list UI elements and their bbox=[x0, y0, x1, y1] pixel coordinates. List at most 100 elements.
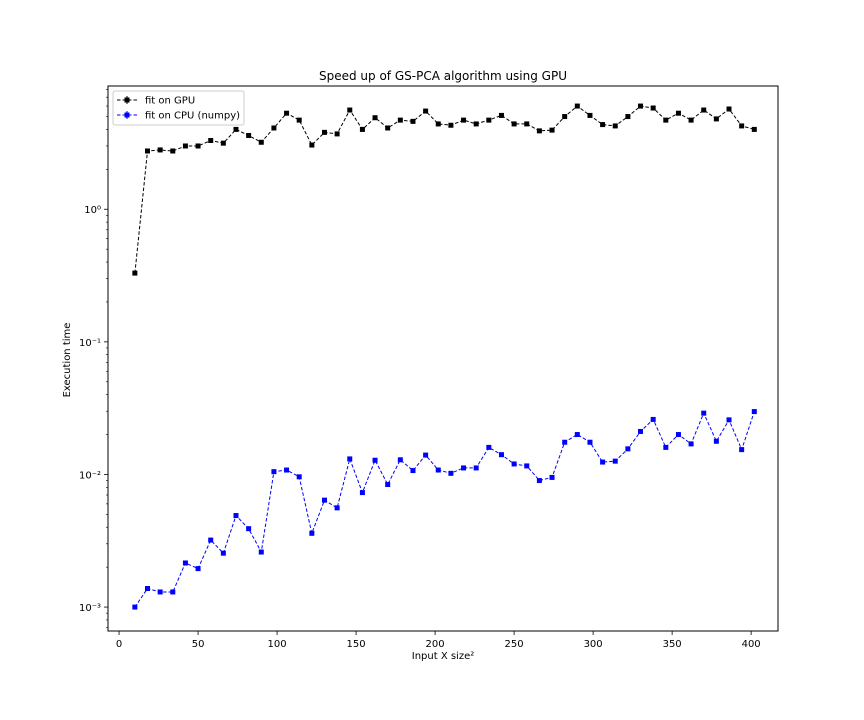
data-point bbox=[663, 444, 669, 450]
data-point bbox=[688, 117, 694, 123]
data-point bbox=[372, 115, 378, 121]
x-tick-label: 0 bbox=[116, 639, 122, 650]
data-point bbox=[726, 417, 732, 423]
data-point bbox=[233, 513, 239, 519]
data-point bbox=[182, 143, 188, 149]
y-tick-label: 10⁰ bbox=[84, 205, 101, 216]
data-point bbox=[233, 126, 239, 132]
data-point bbox=[258, 549, 264, 555]
data-point bbox=[284, 467, 290, 473]
data-point bbox=[498, 452, 504, 458]
data-point bbox=[739, 447, 745, 453]
x-tick-label: 50 bbox=[192, 639, 205, 650]
data-point bbox=[208, 137, 214, 143]
data-point bbox=[423, 108, 429, 114]
data-point bbox=[157, 589, 163, 595]
data-point bbox=[713, 438, 719, 444]
data-point bbox=[145, 586, 151, 592]
data-point bbox=[271, 125, 277, 131]
data-point bbox=[435, 467, 441, 473]
data-point bbox=[359, 126, 365, 132]
data-point bbox=[612, 458, 618, 464]
y-axis: 10⁻³ 10⁻² 10⁻¹ 10⁰ bbox=[79, 89, 108, 628]
x-tick-label: 250 bbox=[505, 639, 524, 650]
data-point bbox=[751, 126, 757, 132]
data-point bbox=[410, 118, 416, 124]
data-point bbox=[309, 142, 315, 148]
x-tick-label: 400 bbox=[742, 639, 761, 650]
y-tick-label: 10⁻¹ bbox=[79, 338, 101, 349]
data-point bbox=[713, 116, 719, 122]
x-tick-label: 350 bbox=[663, 639, 682, 650]
data-point bbox=[372, 457, 378, 463]
data-point bbox=[638, 103, 644, 109]
data-point bbox=[524, 463, 530, 469]
data-point bbox=[132, 270, 138, 276]
data-point bbox=[701, 410, 707, 416]
data-point bbox=[170, 148, 176, 154]
data-point bbox=[486, 117, 492, 123]
data-point bbox=[511, 121, 517, 127]
data-point bbox=[650, 416, 656, 422]
data-point bbox=[296, 474, 302, 480]
data-point bbox=[612, 123, 618, 129]
y-tick-label: 10⁻² bbox=[79, 470, 101, 481]
data-point bbox=[448, 122, 454, 128]
data-point bbox=[739, 123, 745, 129]
data-point bbox=[638, 428, 644, 434]
data-point bbox=[726, 106, 732, 112]
data-point bbox=[625, 446, 631, 452]
data-point bbox=[397, 117, 403, 123]
series-line-0 bbox=[134, 105, 755, 274]
data-point bbox=[347, 107, 353, 113]
data-point bbox=[271, 469, 277, 475]
plot-frame bbox=[107, 85, 779, 632]
chart-title: Speed up of GS-PCA algorithm using GPU bbox=[319, 69, 567, 83]
data-point bbox=[220, 140, 226, 146]
data-point bbox=[562, 439, 568, 445]
data-point bbox=[220, 550, 226, 556]
x-tick-label: 200 bbox=[426, 639, 445, 650]
data-point bbox=[157, 147, 163, 153]
data-point bbox=[549, 127, 555, 133]
data-point bbox=[296, 117, 302, 123]
data-point bbox=[145, 148, 151, 154]
data-point bbox=[587, 112, 593, 118]
data-point bbox=[625, 114, 631, 120]
data-point bbox=[170, 589, 176, 595]
data-point bbox=[246, 132, 252, 138]
data-point bbox=[600, 459, 606, 465]
data-point bbox=[347, 456, 353, 462]
data-point bbox=[182, 560, 188, 566]
series-layer bbox=[132, 103, 757, 610]
data-point bbox=[435, 121, 441, 127]
data-point bbox=[751, 409, 757, 415]
data-point bbox=[359, 490, 365, 496]
data-point bbox=[461, 117, 467, 123]
data-point bbox=[587, 439, 593, 445]
data-point bbox=[397, 457, 403, 463]
data-point bbox=[448, 470, 454, 476]
data-point bbox=[536, 128, 542, 134]
data-point bbox=[385, 125, 391, 131]
legend-label: fit on CPU (numpy) bbox=[145, 111, 240, 122]
data-point bbox=[284, 110, 290, 116]
data-point bbox=[309, 530, 315, 536]
legend-marker bbox=[124, 112, 130, 118]
data-point bbox=[195, 143, 201, 149]
data-point bbox=[574, 103, 580, 109]
data-point bbox=[511, 461, 517, 467]
legend-box bbox=[112, 90, 245, 126]
data-point bbox=[600, 122, 606, 128]
data-point bbox=[675, 432, 681, 438]
data-point bbox=[461, 465, 467, 471]
x-tick-label: 100 bbox=[268, 639, 287, 650]
data-point bbox=[574, 432, 580, 438]
x-tick-label: 300 bbox=[584, 639, 603, 650]
data-point bbox=[473, 121, 479, 127]
data-point bbox=[675, 110, 681, 116]
legend-label: fit on GPU bbox=[145, 96, 195, 107]
series-line-1 bbox=[134, 411, 755, 608]
data-point bbox=[321, 129, 327, 135]
data-point bbox=[195, 566, 201, 572]
